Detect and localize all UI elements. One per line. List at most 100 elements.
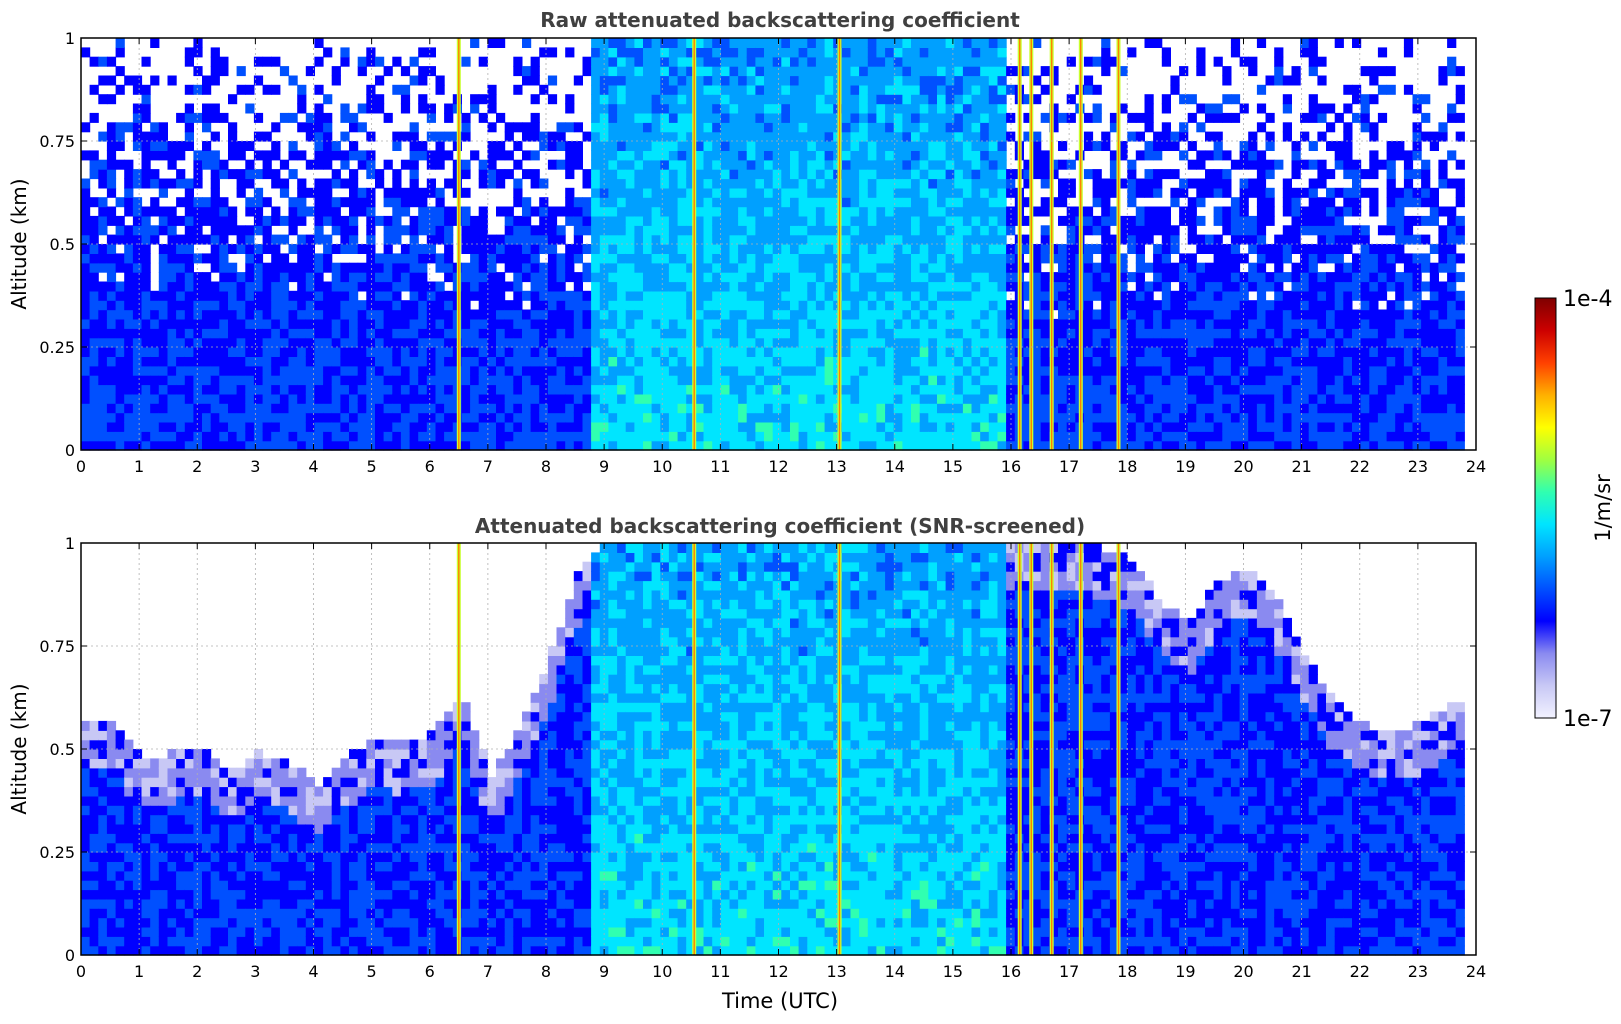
heatmap-cell (1058, 393, 1068, 404)
heatmap-cell (1066, 365, 1076, 376)
heatmap-cell (962, 94, 973, 105)
heatmap-cell (1109, 215, 1120, 226)
heatmap-cell (392, 215, 402, 226)
heatmap-cell (1049, 403, 1059, 414)
heatmap-cell (522, 356, 532, 367)
heatmap-cell (738, 421, 748, 432)
heatmap-cell (1170, 309, 1180, 320)
heatmap-cell (1256, 356, 1267, 367)
heatmap-cell (850, 337, 860, 348)
heatmap-cell (236, 412, 246, 423)
heatmap-cell (366, 253, 376, 264)
heatmap-cell (1032, 347, 1042, 357)
heatmap-cell (193, 84, 203, 95)
heatmap-cell (357, 365, 367, 376)
heatmap-cell (366, 309, 376, 320)
heatmap-cell (1153, 328, 1163, 339)
heatmap-cell (210, 328, 220, 339)
heatmap-cell (980, 47, 990, 58)
heatmap-cell (643, 356, 653, 367)
heatmap-cell (193, 393, 203, 404)
heatmap-cell (980, 262, 990, 273)
heatmap-cell (1023, 178, 1033, 189)
heatmap-cell (867, 187, 877, 198)
heatmap-cell (712, 47, 722, 58)
heatmap-cell (262, 421, 272, 432)
heatmap-cell (911, 431, 921, 442)
heatmap-cell (1066, 337, 1076, 348)
heatmap-cell (885, 66, 895, 77)
heatmap-cell (893, 131, 903, 142)
heatmap-cell (703, 328, 713, 339)
heatmap-cell (496, 300, 506, 311)
heatmap-cell (962, 253, 973, 264)
heatmap-cell (1109, 56, 1120, 67)
heatmap-cell (418, 75, 428, 86)
heatmap-cell (798, 84, 808, 95)
heatmap-cell (158, 253, 168, 264)
heatmap-cell (1049, 290, 1059, 301)
heatmap-cell (271, 215, 281, 226)
heatmap-cell (513, 328, 523, 339)
heatmap-cell (141, 244, 151, 254)
heatmap-cell (997, 309, 1007, 320)
heatmap-cell (1032, 393, 1042, 404)
heatmap-cell (1256, 225, 1267, 236)
heatmap-cell (867, 131, 877, 142)
heatmap-cell (210, 375, 220, 386)
heatmap-cell (366, 328, 376, 339)
heatmap-cell (132, 281, 143, 292)
heatmap-cell (1205, 431, 1215, 442)
heatmap-cell (98, 169, 108, 180)
heatmap-cell (461, 215, 471, 226)
heatmap-cell (850, 318, 860, 329)
heatmap-cell (954, 290, 964, 301)
heatmap-cell (746, 431, 756, 442)
heatmap-cell (668, 112, 679, 123)
heatmap-cell (962, 393, 973, 404)
heatmap-cell (184, 281, 194, 292)
heatmap-cell (314, 440, 324, 451)
heatmap-cell (1265, 412, 1275, 423)
heatmap-cell (487, 403, 497, 414)
heatmap-cell (1023, 94, 1033, 105)
heatmap-cell (504, 234, 514, 245)
heatmap-cell (824, 94, 834, 105)
heatmap-cell (1006, 131, 1016, 142)
heatmap-cell (98, 290, 108, 301)
heatmap-cell (323, 281, 333, 292)
heatmap-cell (565, 356, 575, 367)
heatmap-cell (625, 300, 635, 311)
heatmap-cell (141, 169, 151, 180)
heatmap-cell (668, 178, 679, 189)
heatmap-cell (1256, 375, 1267, 386)
heatmap-cell (478, 393, 488, 404)
heatmap-cell (478, 365, 488, 376)
heatmap-cell (1239, 234, 1249, 245)
heatmap-cell (1040, 66, 1050, 77)
heatmap-cell (1049, 300, 1059, 311)
heatmap-cell (150, 225, 160, 236)
heatmap-cell (902, 421, 912, 432)
heatmap-cell (729, 75, 739, 86)
heatmap-cell (1032, 337, 1042, 348)
heatmap-cell (400, 403, 411, 414)
heatmap-cell (755, 122, 765, 133)
heatmap-cell (928, 47, 938, 58)
heatmap-cell (1032, 75, 1042, 86)
heatmap-cell (340, 375, 350, 386)
heatmap-cell (1040, 300, 1050, 311)
heatmap-cell (400, 159, 411, 170)
heatmap-cell (790, 431, 800, 442)
heatmap-cell (366, 234, 376, 245)
heatmap-cell (617, 225, 627, 236)
heatmap-cell (461, 206, 471, 217)
heatmap-cell (323, 431, 333, 442)
heatmap-cell (193, 431, 203, 442)
heatmap-cell (988, 47, 998, 58)
heatmap-cell (556, 234, 566, 245)
heatmap-cell (962, 421, 973, 432)
heatmap-cell (331, 197, 341, 208)
heatmap-cell (876, 262, 886, 273)
heatmap-cell (660, 234, 670, 245)
